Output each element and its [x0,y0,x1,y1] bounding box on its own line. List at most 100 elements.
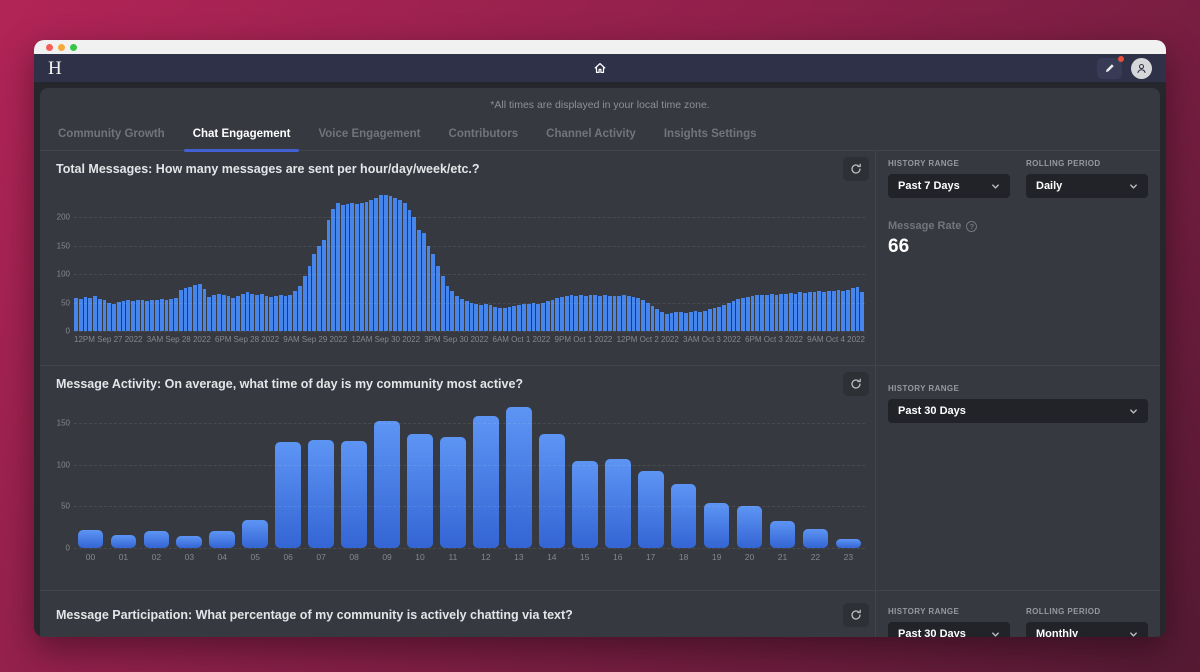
x-tick-label: 9AM Sep 29 2022 [283,335,348,344]
tab-contributors[interactable]: Contributors [448,128,519,140]
bar [202,288,207,331]
edit-button[interactable] [1097,55,1124,79]
bar [326,220,331,331]
browser-window: H *All times are displayed in your local… [34,40,1166,637]
bar [431,254,436,331]
bar [604,458,631,548]
select-value: Monthly [1036,628,1079,637]
y-tick-label: 50 [61,501,70,511]
bar [698,312,703,331]
select-value: Past 30 Days [898,405,966,417]
bar [807,291,812,331]
bar [493,306,498,331]
bar [664,313,669,331]
x-tick-label: 9AM Oct 4 2022 [807,335,865,344]
tab-chat-engagement[interactable]: Chat Engagement [183,128,300,152]
bar-cell [74,398,107,548]
bar [855,286,860,331]
refresh-button[interactable] [843,603,869,627]
bar [417,230,421,331]
x-tick-label: 08 [349,552,359,562]
history-range-label: HISTORY RANGE [888,159,960,168]
message-activity-chart: 0 50 100 150 00 01 02 03 04 05 06 07 08 09 10 11 12 13 14… [56,398,869,564]
x-tick-label: 22 [810,552,821,562]
gridline [74,464,865,466]
bar [293,291,297,331]
bar [812,292,817,331]
bar [440,437,466,548]
bar [502,308,507,331]
bar [169,298,174,331]
bar [612,296,617,331]
tab-voice-engagement[interactable]: Voice Engagement [318,128,421,140]
avatar-button[interactable] [1131,57,1152,79]
tab-insights-settings[interactable]: Insights Settings [663,128,757,140]
bar [212,295,216,331]
refresh-button[interactable] [843,372,869,396]
bar [307,265,312,331]
y-tick-label: 50 [61,298,70,308]
bar [731,300,736,331]
bar [536,303,541,331]
x-tick-label: 13 [514,552,524,562]
x-tick-label: 05 [250,552,260,562]
bar [242,519,269,548]
bar [574,295,579,331]
history-range-select[interactable]: Past 30 Days [888,399,1148,423]
bar-cell [371,398,404,548]
refresh-button[interactable] [843,157,869,181]
bar [717,306,722,331]
chevron-down-icon [1130,408,1137,414]
bar [283,296,288,331]
bar [736,506,763,548]
bar [321,240,326,331]
bar-cell [733,398,766,548]
bars [74,398,865,548]
bar [197,284,202,331]
bar [107,302,112,331]
tab-community-growth[interactable]: Community Growth [58,128,165,140]
bar [571,461,598,548]
bar [817,291,822,331]
x-tick-label: 3AM Oct 3 2022 [683,335,741,344]
bar-cell [206,398,239,548]
bar [355,203,359,331]
bar [121,300,126,331]
bar [669,312,674,331]
traffic-light-zoom[interactable] [70,43,77,51]
bar [331,208,336,331]
bar [155,300,159,331]
section-title: Message Participation: What percentage o… [56,608,573,622]
rolling-period-select[interactable]: Monthly [1026,622,1148,637]
bar [474,303,479,331]
home-button[interactable] [590,58,610,78]
bar [755,295,760,331]
traffic-light-minimize[interactable] [58,43,65,51]
bar [512,306,517,331]
x-tick-label: 18 [678,552,689,562]
history-range-select[interactable]: Past 7 Days [888,174,1010,198]
bar [803,292,807,331]
x-tick-label: 19 [711,552,722,562]
bar-cell [799,398,832,548]
bar [302,275,307,331]
plot-area [74,398,865,549]
rolling-period-select[interactable]: Daily [1026,174,1148,198]
bar-cell [338,398,371,548]
traffic-light-close[interactable] [46,43,53,51]
bar [135,300,140,331]
help-icon[interactable]: ? [966,220,978,232]
tab-channel-activity[interactable]: Channel Activity [546,128,636,140]
bar [145,300,150,331]
bar [684,313,688,331]
bar [359,203,364,331]
bar [412,217,417,331]
bar [240,294,245,331]
bar [750,295,755,331]
bar-cell [832,398,865,548]
bar [736,299,741,331]
bar [97,298,102,331]
bar [88,298,93,331]
bar [769,521,796,548]
history-range-select[interactable]: Past 30 Days [888,622,1010,637]
